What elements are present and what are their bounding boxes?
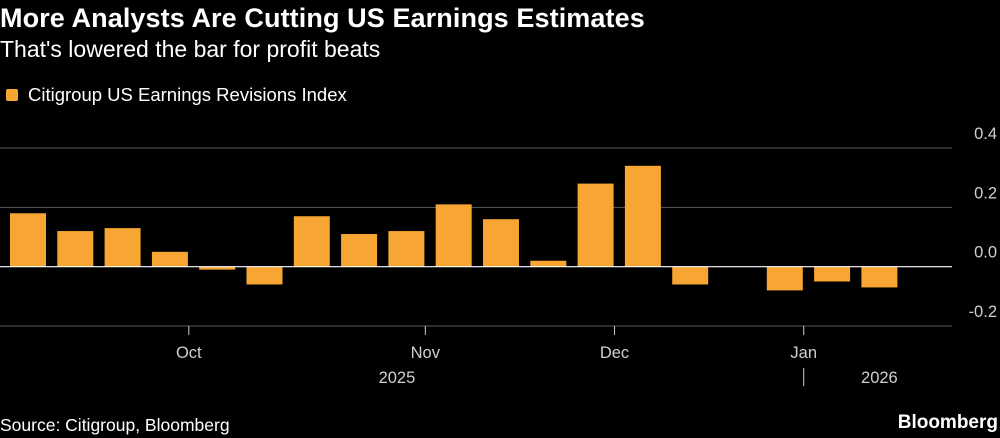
legend: Citigroup US Earnings Revisions Index — [6, 84, 347, 106]
bar — [483, 219, 519, 267]
bar — [104, 228, 141, 267]
bar — [814, 266, 851, 282]
bloomberg-logo: Bloomberg — [897, 412, 998, 433]
x-tick-label: Dec — [600, 344, 629, 362]
x-tick-label: Oct — [176, 344, 202, 362]
bar — [388, 231, 425, 267]
bar — [151, 251, 188, 267]
bar — [624, 165, 661, 267]
y-tick-label: 0.4 — [974, 125, 997, 143]
y-tick-label: -0.2 — [969, 303, 997, 321]
x-year-label: 2025 — [379, 369, 416, 387]
bar — [57, 231, 94, 267]
bar — [672, 266, 709, 285]
chart-title: More Analysts Are Cutting US Earnings Es… — [0, 3, 645, 33]
y-tick-label: 0.0 — [974, 244, 997, 262]
bar — [435, 204, 472, 267]
y-tick-label: 0.2 — [974, 184, 997, 202]
bar — [293, 216, 330, 267]
source-note: Source: Citigroup, Bloomberg — [0, 415, 230, 435]
bar — [766, 266, 803, 291]
legend-swatch — [6, 89, 18, 101]
chart-subtitle: That's lowered the bar for profit beats — [0, 36, 381, 62]
bar — [341, 234, 378, 267]
legend-label: Citigroup US Earnings Revisions Index — [28, 84, 347, 105]
x-year-label: 2026 — [861, 369, 898, 387]
bar — [199, 266, 236, 270]
bar — [246, 266, 283, 285]
bar — [861, 266, 898, 288]
bar — [530, 260, 567, 267]
x-tick-label: Jan — [790, 344, 817, 362]
x-tick-label: Nov — [411, 344, 441, 362]
bar — [10, 213, 46, 267]
bar — [577, 183, 614, 267]
